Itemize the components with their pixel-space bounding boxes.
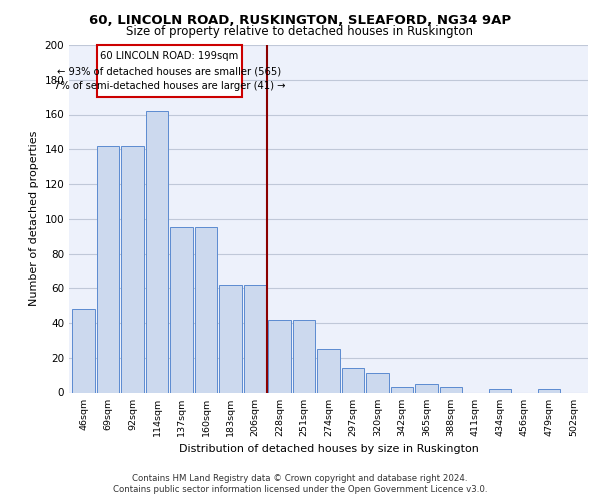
Text: 60 LINCOLN ROAD: 199sqm
← 93% of detached houses are smaller (565)
7% of semi-de: 60 LINCOLN ROAD: 199sqm ← 93% of detache… <box>53 52 285 91</box>
Bar <box>415 384 437 392</box>
Bar <box>244 285 266 393</box>
Text: Size of property relative to detached houses in Ruskington: Size of property relative to detached ho… <box>127 25 473 38</box>
Bar <box>342 368 364 392</box>
Y-axis label: Number of detached properties: Number of detached properties <box>29 131 39 306</box>
Bar <box>538 389 560 392</box>
Bar <box>146 111 169 392</box>
Bar <box>488 389 511 392</box>
Bar <box>366 374 389 392</box>
Bar <box>73 309 95 392</box>
X-axis label: Distribution of detached houses by size in Ruskington: Distribution of detached houses by size … <box>179 444 478 454</box>
Bar <box>268 320 291 392</box>
Bar <box>121 146 144 392</box>
Bar <box>317 349 340 393</box>
Bar <box>170 228 193 392</box>
Bar <box>220 285 242 393</box>
FancyBboxPatch shape <box>97 45 242 97</box>
Bar <box>195 228 217 392</box>
Text: 60, LINCOLN ROAD, RUSKINGTON, SLEAFORD, NG34 9AP: 60, LINCOLN ROAD, RUSKINGTON, SLEAFORD, … <box>89 14 511 27</box>
Bar <box>440 388 462 392</box>
Bar <box>293 320 315 392</box>
Bar <box>391 388 413 392</box>
Text: Contains HM Land Registry data © Crown copyright and database right 2024.
Contai: Contains HM Land Registry data © Crown c… <box>113 474 487 494</box>
Bar <box>97 146 119 392</box>
